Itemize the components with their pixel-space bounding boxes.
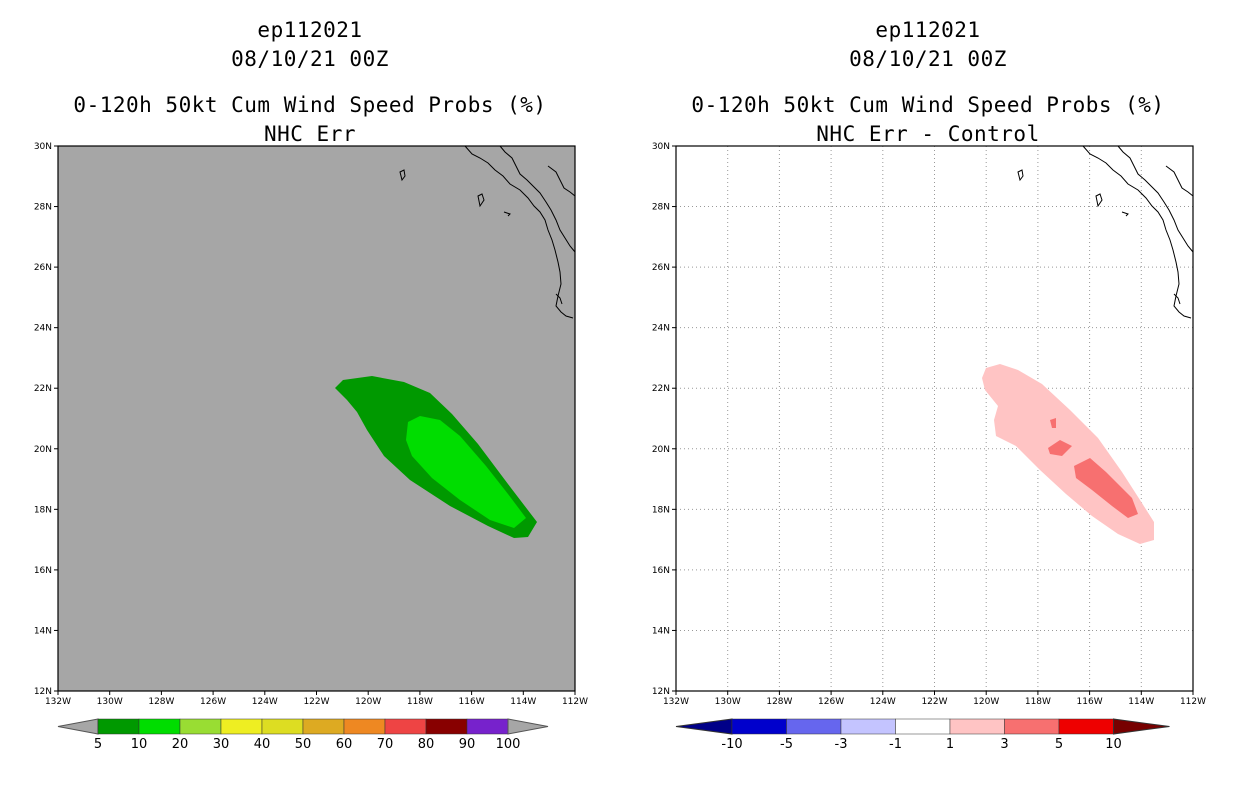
right-colorbar-label: 3 bbox=[1000, 737, 1008, 752]
left-lon-label: 118W bbox=[407, 697, 433, 707]
right-colorbar-label: 5 bbox=[1055, 737, 1063, 752]
right-lon-label: 116W bbox=[1077, 697, 1103, 707]
right-lon-label: 126W bbox=[818, 697, 844, 707]
left-colorbar-high-arrow bbox=[507, 718, 549, 735]
right-lat-label: 30N bbox=[652, 142, 670, 152]
left-lat-label: 30N bbox=[34, 142, 52, 152]
right-lon-label: 132W bbox=[663, 697, 689, 707]
left-colorbar-label: 10 bbox=[131, 737, 148, 752]
right-lon-label: 130W bbox=[715, 697, 741, 707]
right-lat-label: 26N bbox=[652, 263, 670, 273]
right-lon-label: 118W bbox=[1025, 697, 1051, 707]
left-lat-label: 24N bbox=[34, 324, 52, 334]
left-date: 08/10/21 00Z bbox=[231, 47, 389, 71]
right-coastline bbox=[1017, 145, 1194, 319]
right-contour-3-5-small bbox=[1050, 418, 1056, 428]
left-lon-label: 130W bbox=[97, 697, 123, 707]
left-colorbar-label: 5 bbox=[94, 737, 102, 752]
right-subtitle: NHC Err - Control bbox=[816, 122, 1040, 146]
right-colorbar-label: -10 bbox=[721, 737, 742, 752]
left-longitude-axis: 132W 130W 128W 126W 124W 122W 120W 118W 116W 114W… bbox=[45, 691, 588, 707]
right-contour-3-5 bbox=[1048, 440, 1072, 456]
right-lat-label: 24N bbox=[652, 324, 670, 334]
right-storm-id: ep112021 bbox=[875, 18, 981, 42]
left-colorbar-label: 30 bbox=[213, 737, 230, 752]
left-lat-label: 14N bbox=[34, 626, 52, 636]
left-lon-label: 114W bbox=[510, 697, 536, 707]
left-contour-10-20 bbox=[406, 416, 526, 528]
left-colorbar-label: 60 bbox=[336, 737, 353, 752]
right-colorbar-low-arrow bbox=[675, 718, 733, 735]
right-colorbar-box bbox=[786, 718, 842, 735]
right-lat-label: 18N bbox=[652, 505, 670, 515]
right-colorbar-high-arrow bbox=[1113, 718, 1170, 735]
right-contour-3-5-main bbox=[1074, 458, 1138, 518]
left-colorbar-label: 80 bbox=[418, 737, 435, 752]
left-lat-label: 28N bbox=[34, 203, 52, 213]
left-latitude-axis: 30N 28N 26N 24N 22N 20N 18N 16N 14N 12N bbox=[34, 142, 58, 697]
left-colorbar-label: 20 bbox=[172, 737, 189, 752]
left-lon-label: 128W bbox=[148, 697, 174, 707]
left-lat-label: 22N bbox=[34, 384, 52, 394]
right-lat-label: 22N bbox=[652, 384, 670, 394]
left-lat-label: 20N bbox=[34, 445, 52, 455]
left-storm-id: ep112021 bbox=[257, 18, 363, 42]
right-product: 0-120h 50kt Cum Wind Speed Probs (%) bbox=[691, 93, 1165, 117]
right-colorbar-label: -1 bbox=[889, 737, 902, 752]
right-lon-label: 114W bbox=[1128, 697, 1154, 707]
left-map-background bbox=[58, 146, 575, 691]
left-lon-label: 112W bbox=[562, 697, 588, 707]
right-lat-label: 14N bbox=[652, 626, 670, 636]
left-coastline bbox=[399, 145, 576, 319]
right-lat-label: 28N bbox=[652, 203, 670, 213]
left-lon-label: 132W bbox=[45, 697, 71, 707]
right-colorbar-label: -3 bbox=[835, 737, 848, 752]
right-colorbar-box bbox=[895, 718, 951, 735]
left-colorbar-label: 90 bbox=[459, 737, 476, 752]
left-colorbar: 5 10 20 30 40 50 60 70 80 90 100 bbox=[57, 718, 549, 752]
right-colorbar-box bbox=[1058, 718, 1114, 735]
right-longitude-axis: 132W 130W 128W 126W 124W 122W 120W 118W 116W 114W… bbox=[663, 691, 1206, 707]
right-lon-label: 112W bbox=[1180, 697, 1206, 707]
left-lon-label: 126W bbox=[200, 697, 226, 707]
right-lon-label: 128W bbox=[766, 697, 792, 707]
left-lon-label: 124W bbox=[252, 697, 278, 707]
right-colorbar-label: -5 bbox=[780, 737, 793, 752]
right-colorbar-label: 10 bbox=[1105, 737, 1122, 752]
left-lon-label: 122W bbox=[303, 697, 329, 707]
left-lat-label: 18N bbox=[34, 505, 52, 515]
left-colorbar-label: 50 bbox=[295, 737, 312, 752]
right-lon-label: 124W bbox=[870, 697, 896, 707]
right-lat-label: 12N bbox=[652, 687, 670, 697]
right-lon-label: 122W bbox=[921, 697, 947, 707]
left-lon-label: 120W bbox=[355, 697, 381, 707]
left-colorbar-label: 100 bbox=[496, 737, 521, 752]
right-lon-label: 120W bbox=[973, 697, 999, 707]
left-lat-label: 12N bbox=[34, 687, 52, 697]
left-lat-label: 26N bbox=[34, 263, 52, 273]
right-title-block: ep112021 08/10/21 00Z 0-120h 50kt Cum Wi… bbox=[618, 16, 1236, 149]
right-lat-label: 20N bbox=[652, 445, 670, 455]
right-colorbar-label: 1 bbox=[946, 737, 954, 752]
right-colorbar-box bbox=[949, 718, 1005, 735]
right-latitude-axis: 30N 28N 26N 24N 22N 20N 18N 16N 14N 12N bbox=[652, 142, 676, 697]
right-colorbar: -10 -5 -3 -1 1 3 5 10 bbox=[675, 718, 1170, 752]
right-colorbar-box bbox=[731, 718, 787, 735]
left-subtitle: NHC Err bbox=[263, 122, 356, 146]
left-lat-label: 16N bbox=[34, 566, 52, 576]
right-lat-label: 16N bbox=[652, 566, 670, 576]
left-product: 0-120h 50kt Cum Wind Speed Probs (%) bbox=[73, 93, 547, 117]
right-colorbar-box bbox=[840, 718, 896, 735]
left-title-block: ep112021 08/10/21 00Z 0-120h 50kt Cum Wi… bbox=[0, 16, 620, 149]
left-colorbar-label: 70 bbox=[377, 737, 394, 752]
right-colorbar-box bbox=[1004, 718, 1060, 735]
left-colorbar-label: 40 bbox=[254, 737, 271, 752]
left-lon-label: 116W bbox=[459, 697, 485, 707]
right-date: 08/10/21 00Z bbox=[849, 47, 1007, 71]
